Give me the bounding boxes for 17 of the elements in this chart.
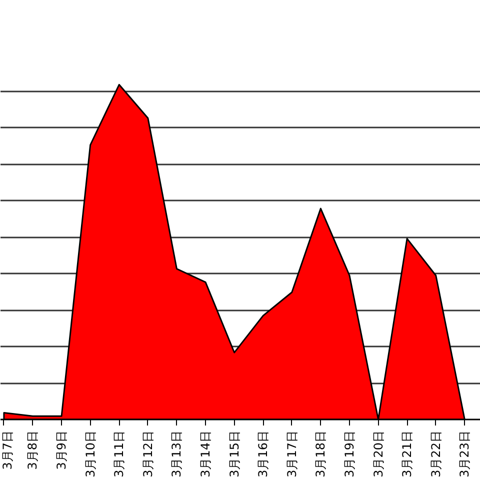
x-tick-label: 3月14日 [198, 430, 213, 478]
x-tick-label: 3月23日 [458, 430, 472, 478]
x-tick-label: 3月8日 [26, 430, 40, 470]
x-tick-label: 3月10日 [83, 430, 98, 478]
x-tick-label: 3月18日 [314, 430, 328, 478]
x-tick-label: 3月12日 [140, 430, 155, 478]
x-tick-label: 3月13日 [170, 430, 184, 478]
x-tick-label: 3月20日 [371, 430, 386, 478]
x-tick-label: 3月9日 [54, 430, 69, 470]
x-tick-label: 3月21日 [400, 430, 414, 478]
x-tick-label: 3月22日 [428, 430, 443, 478]
x-tick-label: 3月19日 [342, 430, 356, 478]
x-tick-label: 3月17日 [284, 430, 299, 478]
x-tick-label: 3月16日 [256, 430, 270, 478]
x-tick-label: 3月7日 [0, 430, 14, 470]
x-tick-label: 3月11日 [112, 430, 126, 478]
x-tick-label: 3月15日 [227, 430, 242, 478]
